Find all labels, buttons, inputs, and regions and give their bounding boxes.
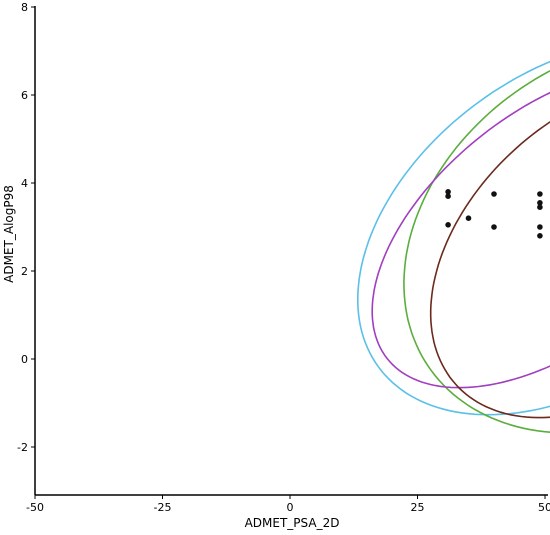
x-tick-label: 25 (411, 501, 425, 514)
y-tick-label: 8 (21, 1, 28, 14)
points-layer (445, 189, 543, 239)
confidence-ellipse-2 (403, 69, 550, 434)
ellipses-layer (356, 60, 550, 434)
x-tick-label: -50 (26, 501, 44, 514)
confidence-ellipse-1 (356, 60, 550, 416)
confidence-ellipse-4 (429, 120, 550, 419)
y-axis-title: ADMET_AlogP98 (2, 185, 16, 283)
axes-layer (34, 6, 548, 496)
y-tick-label: 0 (21, 353, 28, 366)
confidence-ellipse-3 (371, 91, 550, 389)
data-point (445, 193, 451, 199)
x-tick-label: -25 (154, 501, 172, 514)
data-point (537, 204, 543, 210)
y-tick-label: -2 (17, 441, 28, 454)
x-axis-title: ADMET_PSA_2D (245, 516, 340, 530)
data-point (445, 222, 451, 228)
y-tick-label: 4 (21, 177, 28, 190)
y-tick-label: 2 (21, 265, 28, 278)
data-point (537, 233, 543, 239)
data-point (445, 189, 451, 195)
data-point (537, 200, 543, 206)
y-tick-label: 6 (21, 89, 28, 102)
x-tick-label: 0 (287, 501, 294, 514)
data-point (491, 224, 497, 230)
data-point (491, 191, 497, 197)
data-point (537, 224, 543, 230)
x-tick-label: 50 (538, 501, 550, 514)
data-point (465, 215, 472, 221)
data-point (537, 191, 543, 197)
